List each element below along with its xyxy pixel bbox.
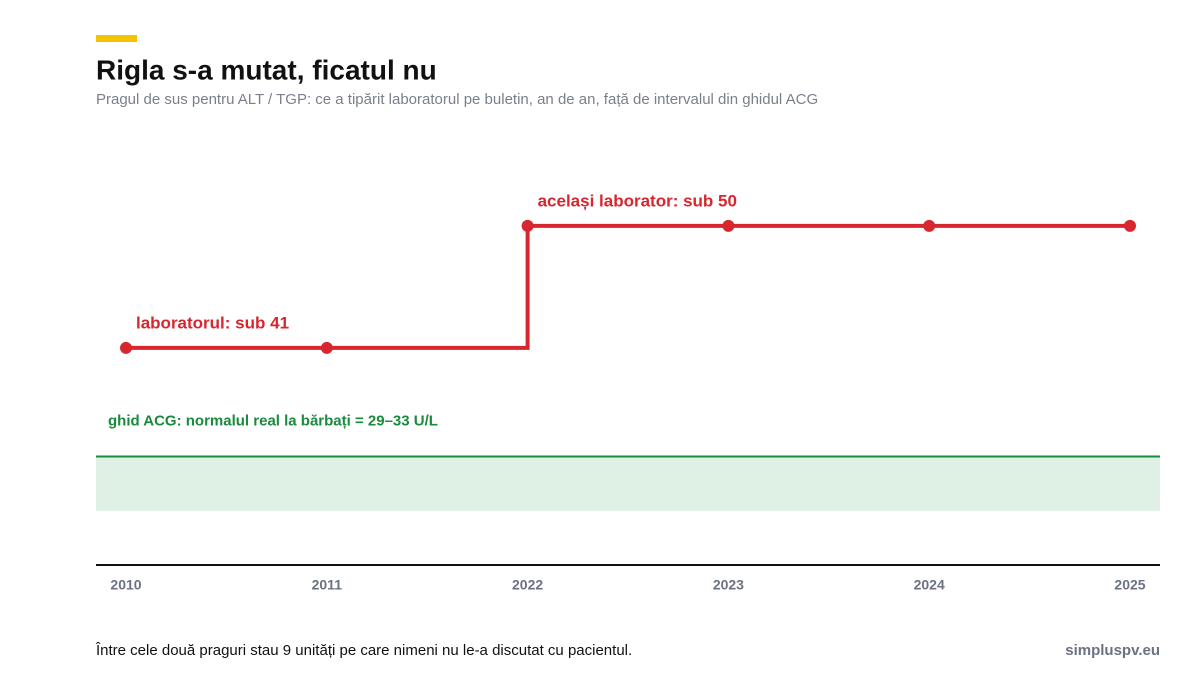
chart-title: Rigla s-a mutat, ficatul nu bbox=[96, 54, 437, 85]
normal-range-band bbox=[96, 456, 1160, 511]
point bbox=[120, 341, 132, 354]
point bbox=[1124, 219, 1136, 232]
x-tick-label: 2023 bbox=[713, 577, 744, 593]
x-tick-label: 2011 bbox=[312, 577, 343, 593]
x-tick-label: 2010 bbox=[110, 577, 141, 593]
x-tick-label: 2025 bbox=[1114, 577, 1145, 593]
point bbox=[923, 219, 936, 232]
note: Între cele două praguri stau 9 unități p… bbox=[95, 642, 632, 659]
chart-subtitle: Pragul de sus pentru ALT / TGP: ce a tip… bbox=[96, 91, 818, 108]
annotation: același laborator: sub 50 bbox=[538, 191, 737, 210]
point bbox=[521, 219, 534, 232]
point bbox=[722, 219, 735, 232]
accent-bar bbox=[96, 35, 137, 42]
x-tick-label: 2024 bbox=[914, 577, 945, 593]
band-label: ghid ACG: normalul real la bărbați = 29–… bbox=[108, 412, 438, 429]
source: simpluspv.eu bbox=[1065, 642, 1160, 659]
x-tick-label: 2022 bbox=[512, 577, 543, 593]
point bbox=[320, 341, 333, 354]
annotation: laboratorul: sub 41 bbox=[136, 313, 289, 332]
